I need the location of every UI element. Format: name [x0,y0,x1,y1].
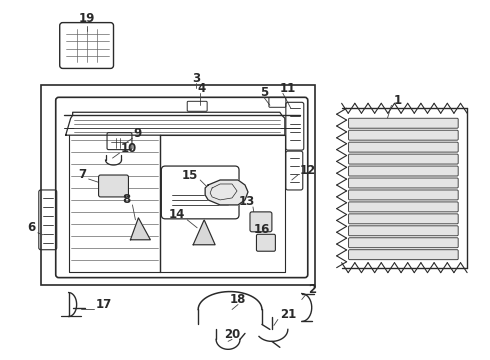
FancyBboxPatch shape [348,154,458,164]
FancyBboxPatch shape [348,226,458,236]
Text: 21: 21 [280,308,296,321]
Polygon shape [193,220,215,245]
Polygon shape [205,180,248,205]
Text: 3: 3 [192,72,200,85]
Text: 13: 13 [239,195,255,208]
FancyBboxPatch shape [348,238,458,248]
Text: 1: 1 [393,94,401,107]
Text: 7: 7 [78,167,87,180]
Text: 15: 15 [182,168,198,181]
FancyBboxPatch shape [348,130,458,140]
FancyBboxPatch shape [348,190,458,200]
FancyBboxPatch shape [348,202,458,212]
FancyBboxPatch shape [256,234,275,251]
Text: 19: 19 [78,12,95,25]
Text: 10: 10 [121,141,137,155]
FancyBboxPatch shape [348,118,458,128]
Text: 2: 2 [308,283,316,296]
FancyBboxPatch shape [348,166,458,176]
FancyBboxPatch shape [348,178,458,188]
Text: 17: 17 [96,298,112,311]
FancyBboxPatch shape [348,142,458,152]
Polygon shape [130,218,150,240]
Text: 8: 8 [122,193,130,206]
Text: 16: 16 [254,223,270,236]
Text: 5: 5 [260,86,268,99]
Text: 20: 20 [224,328,240,341]
Text: 14: 14 [169,208,185,221]
Text: 4: 4 [197,82,205,95]
Text: 18: 18 [230,293,246,306]
Text: 6: 6 [27,221,36,234]
FancyBboxPatch shape [348,250,458,260]
Text: 12: 12 [300,163,316,176]
Bar [41,85,315,285]
FancyBboxPatch shape [98,175,128,197]
Text: 11: 11 [280,82,296,95]
FancyBboxPatch shape [250,212,272,232]
FancyBboxPatch shape [348,214,458,224]
Text: 9: 9 [133,127,142,140]
